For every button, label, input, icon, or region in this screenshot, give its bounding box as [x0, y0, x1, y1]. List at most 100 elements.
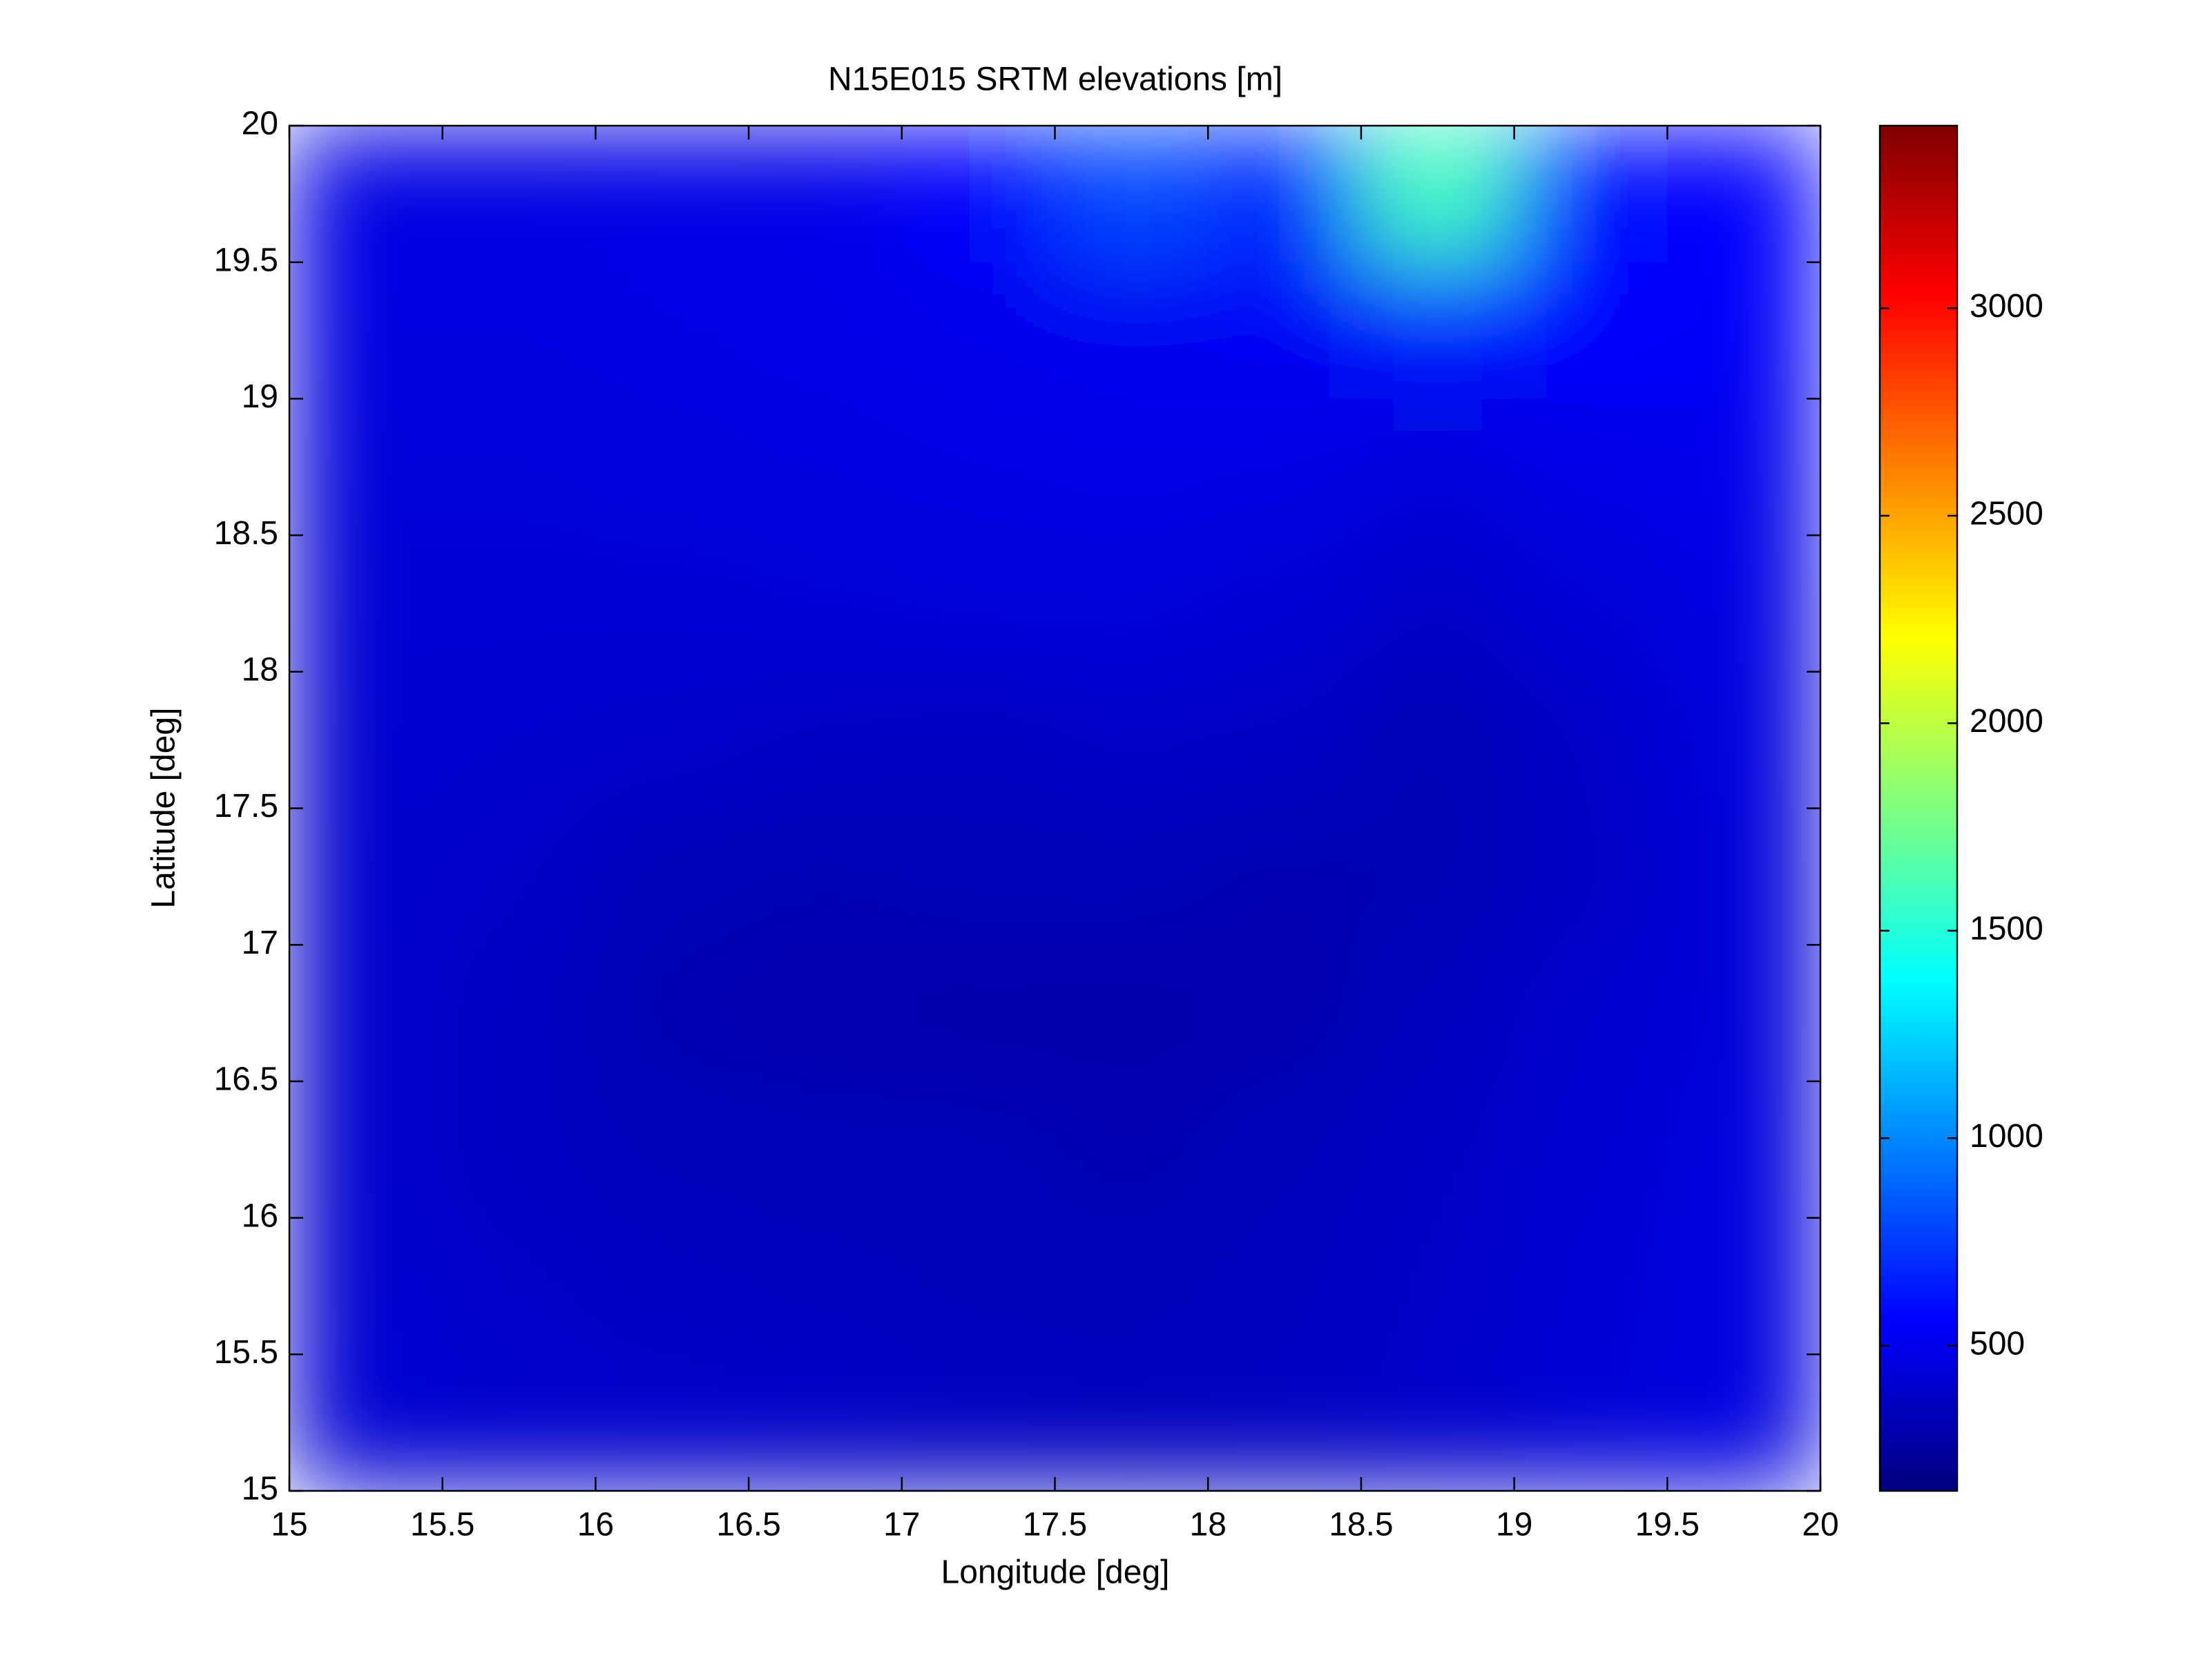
heatmap-cell — [1055, 1081, 1209, 1219]
heatmap-cell — [901, 126, 1056, 263]
heatmap-cell — [1360, 945, 1515, 1082]
heatmap-cell — [289, 398, 443, 537]
heatmap-cell — [1208, 808, 1362, 946]
heatmap-cell — [442, 1081, 597, 1219]
heatmap-cell — [1360, 262, 1515, 400]
heatmap-cell — [1208, 262, 1362, 400]
x-axis-label: Longitude [deg] — [941, 1554, 1170, 1591]
heatmap-cell — [1055, 398, 1209, 537]
heatmap-cell — [901, 945, 1056, 1082]
heatmap-cell — [1667, 945, 1820, 1082]
heatmap-cell — [595, 535, 750, 673]
heatmap-cell — [1360, 671, 1515, 809]
heatmap-cell — [749, 535, 903, 673]
heatmap-cell — [901, 1354, 1056, 1491]
heatmap-cell — [289, 808, 443, 946]
heatmap-cell — [1514, 808, 1668, 946]
heatmap-cell — [1667, 1354, 1820, 1491]
heatmap-cell — [289, 262, 443, 400]
heatmap-cell — [1667, 262, 1820, 400]
heatmap-cell — [901, 262, 1056, 400]
colorbar-tick-label: 1000 — [1970, 1118, 2043, 1155]
heatmap-cell — [1514, 1081, 1668, 1219]
colorbar-tick-label: 500 — [1970, 1325, 2025, 1362]
heatmap-cell — [1055, 1217, 1209, 1356]
heatmap-cell — [1667, 671, 1820, 809]
colorbar-tick-label: 1500 — [1970, 910, 2043, 947]
x-tick-label: 18.5 — [1329, 1507, 1393, 1543]
heatmap-cell — [1360, 1354, 1515, 1491]
heatmap-cell — [749, 126, 903, 263]
heatmap-cell — [749, 671, 903, 809]
heatmap-cell — [442, 262, 597, 400]
heatmap-cell — [1667, 126, 1820, 263]
heatmap-cell — [901, 535, 1056, 673]
heatmap-cell — [442, 945, 597, 1082]
heatmap-cell — [1360, 1081, 1515, 1219]
x-tick-label: 18 — [1190, 1507, 1227, 1543]
heatmap-cell — [901, 671, 1056, 809]
heatmap-cell — [595, 808, 750, 946]
heatmap-cell — [1514, 671, 1668, 809]
x-tick-label: 15 — [271, 1507, 307, 1543]
heatmap-cell — [289, 1354, 443, 1491]
heatmap-cell — [595, 1354, 750, 1491]
heatmap-cell — [595, 1217, 750, 1356]
heatmap-cell — [1208, 126, 1362, 263]
y-tick-label: 19.5 — [214, 242, 278, 278]
heatmap-cell — [1055, 1354, 1209, 1491]
y-tick-label: 16 — [242, 1197, 278, 1234]
heatmap-cell — [1667, 1217, 1820, 1356]
heatmap-cell — [1208, 671, 1362, 809]
heatmap-cell — [289, 126, 443, 263]
colorbar-tick-label: 3000 — [1970, 288, 2043, 325]
heatmap-cell — [1667, 535, 1820, 673]
y-tick-label: 17.5 — [214, 788, 278, 825]
heatmap-cell — [289, 945, 443, 1082]
y-tick-label: 15.5 — [214, 1334, 278, 1371]
heatmap-cell — [289, 535, 443, 673]
heatmap-cell — [1055, 535, 1209, 673]
heatmap-cell — [901, 398, 1056, 537]
heatmap-cell — [1055, 808, 1209, 946]
y-tick-label: 19 — [242, 378, 278, 415]
heatmap-cell — [442, 1217, 597, 1356]
heatmap-cell — [749, 1217, 903, 1356]
heatmap-cell — [1360, 398, 1515, 537]
heatmap-cell — [289, 1217, 443, 1356]
heatmap-cell — [289, 671, 443, 809]
y-tick-label: 20 — [242, 106, 278, 142]
heatmap-cell — [1667, 398, 1820, 537]
heatmap-cell — [595, 398, 750, 537]
heatmap-cell — [1208, 945, 1362, 1082]
x-tick-label: 16 — [577, 1507, 614, 1543]
heatmap-cell — [1360, 535, 1515, 673]
heatmap-cell — [595, 1081, 750, 1219]
chart-title: N15E015 SRTM elevations [m] — [828, 61, 1282, 98]
x-tick-label: 19.5 — [1635, 1507, 1700, 1543]
heatmap-cell — [442, 808, 597, 946]
heatmap-cell — [1208, 1354, 1362, 1491]
x-tick-label: 20 — [1802, 1507, 1838, 1543]
elevation-field — [289, 126, 1820, 1491]
heatmap-cell — [901, 1217, 1056, 1356]
heatmap-cell — [595, 945, 750, 1082]
heatmap-cell — [1667, 808, 1820, 946]
x-tick-label: 17.5 — [1023, 1507, 1087, 1543]
heatmap-cell — [749, 1354, 903, 1491]
heatmap-cell — [1514, 945, 1668, 1082]
heatmap-cell — [442, 1354, 597, 1491]
heatmap-cell — [442, 398, 597, 537]
colorbar-tick-label: 2000 — [1970, 703, 2043, 740]
heatmap-cell — [595, 126, 750, 263]
heatmap-cell — [901, 808, 1056, 946]
y-axis-label: Latitude [deg] — [146, 708, 182, 909]
colorbar — [1878, 124, 1959, 1492]
colorbar-tick-label: 2500 — [1970, 496, 2043, 532]
heatmap-cell — [1055, 671, 1209, 809]
x-tick-label: 15.5 — [410, 1507, 474, 1543]
x-tick-label: 16.5 — [716, 1507, 780, 1543]
heatmap-cell — [1208, 1081, 1362, 1219]
heatmap-cell — [1514, 535, 1668, 673]
